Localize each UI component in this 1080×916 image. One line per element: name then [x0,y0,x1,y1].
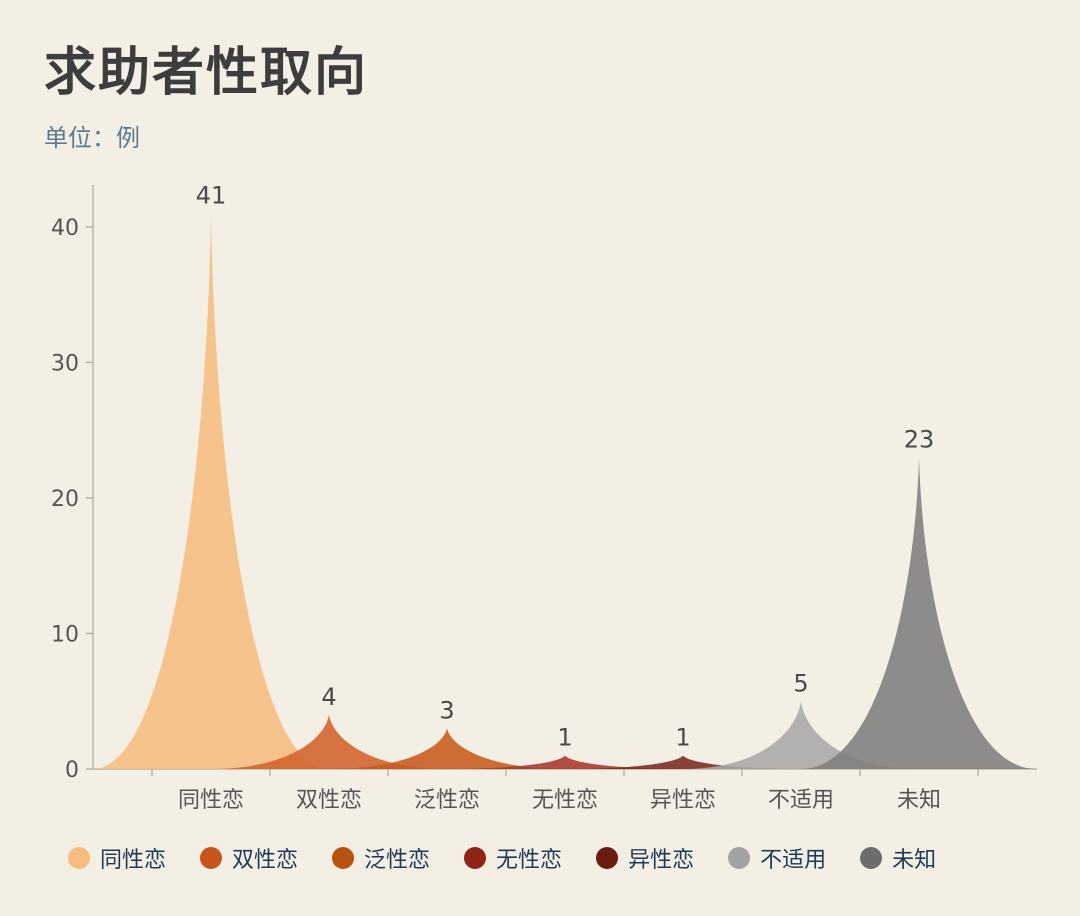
legend-item-5: 异性恋 [596,842,694,874]
legend-label: 未知 [892,848,937,873]
data-label-2: 4 [321,683,336,711]
data-label-7: 23 [904,425,935,453]
legend-swatch [332,847,355,869]
legend-swatch [860,847,883,869]
legend-label: 异性恋 [628,848,695,873]
y-tick-label: 30 [51,352,79,377]
legend-label: 不适用 [760,848,827,873]
legend-label: 同性恋 [100,848,167,873]
peak-7 [801,457,1037,769]
x-tick-label-7: 未知 [897,788,941,813]
data-label-3: 3 [439,696,454,724]
legend-item-3: 泛性恋 [332,842,430,874]
data-label-4: 1 [557,723,572,751]
x-tick-label-4: 无性恋 [532,788,598,813]
legend: 同性恋 双性恋 泛性恋 无性恋 异性恋 不适用 未知 [68,842,970,874]
legend-label: 双性恋 [232,848,299,873]
chart-area: 0 10 20 30 40 41 同性恋 4 双性恋 3 泛性恋 1 无性恋 1 异性恋 5 不适用 23 未知 [51,181,1037,813]
legend-item-7: 未知 [860,842,936,874]
legend-swatch [596,847,619,869]
legend-swatch [464,847,487,869]
chart-title: 求助者性取向 [44,43,369,103]
unit-label: 单位：例 [44,124,140,152]
data-label-6: 5 [793,669,808,697]
y-tick-label: 20 [51,487,79,512]
y-tick-label: 10 [51,623,79,648]
legend-item-1: 同性恋 [68,842,166,874]
legend-label: 泛性恋 [364,848,431,873]
peak-1 [93,213,329,769]
x-tick-label-1: 同性恋 [178,788,244,813]
peak-5 [565,755,801,769]
data-label-1: 41 [196,181,227,209]
legend-item-6: 不适用 [728,842,826,874]
peak-2 [211,714,447,769]
legend-label: 无性恋 [496,848,563,873]
x-tick-label-6: 不适用 [768,788,834,813]
x-tick-label-2: 双性恋 [296,788,362,813]
x-tick-label-3: 泛性恋 [414,788,480,813]
peak-4 [447,755,683,769]
legend-swatch [68,847,90,869]
legend-swatch [200,847,223,869]
x-tick-label-5: 异性恋 [650,788,716,813]
data-label-5: 1 [675,723,690,751]
legend-swatch [728,847,751,869]
legend-item-2: 双性恋 [200,842,298,874]
peak-6 [683,701,919,769]
legend-item-4: 无性恋 [464,842,562,874]
y-tick-label: 0 [65,758,79,783]
peak-3 [329,728,565,769]
y-tick-label: 40 [51,216,79,241]
